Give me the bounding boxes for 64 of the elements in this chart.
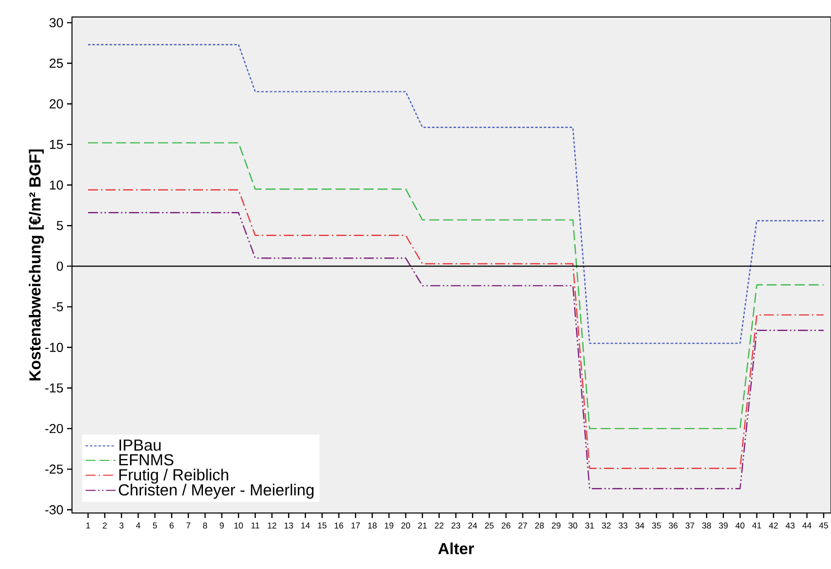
x-tick-label: 43 (786, 522, 795, 529)
x-tick-label: 16 (334, 522, 344, 529)
x-tick-label: 3 (119, 522, 124, 529)
x-tick-label: 37 (686, 522, 694, 529)
x-tick-label: 2 (102, 522, 107, 528)
x-tick-label: 19 (384, 522, 394, 529)
y-tick-label: 15 (50, 140, 63, 149)
legend-label: Christen / Meyer - Meierling (118, 484, 314, 499)
x-tick-label: 1 (86, 522, 90, 528)
legend-label: Frutig / Reiblich (119, 468, 228, 484)
x-tick-label: 22 (434, 522, 444, 528)
x-tick-label: 11 (251, 522, 260, 528)
x-tick-label: 14 (301, 522, 310, 528)
x-tick-label: 27 (518, 522, 528, 528)
x-tick-label: 21 (418, 522, 427, 528)
x-tick-label: 32 (602, 522, 611, 529)
x-tick-label: 4 (136, 522, 140, 528)
y-tick-label: 20 (50, 99, 63, 108)
x-tick-label: 8 (203, 522, 208, 529)
x-tick-label: 12 (268, 522, 276, 528)
x-tick-label: 25 (484, 522, 494, 529)
y-tick-label: 5 (56, 221, 63, 230)
x-tick-label: 31 (585, 522, 594, 529)
x-tick-label: 10 (234, 522, 243, 529)
y-tick-label: 10 (50, 180, 63, 190)
x-tick-label: 30 (568, 522, 578, 529)
legend-label: IPBau (120, 440, 161, 451)
x-tick-label: 17 (351, 522, 360, 528)
x-tick-label: 29 (552, 522, 560, 529)
x-tick-label: 40 (736, 522, 744, 529)
y-tick-label: 30 (50, 18, 63, 28)
x-tick-label: 38 (702, 522, 711, 529)
x-tick-label: 26 (502, 522, 510, 529)
x-tick-label: 28 (535, 522, 544, 529)
x-tick-label: 34 (635, 522, 644, 529)
y-tick-label: -20 (45, 424, 63, 434)
x-tick-label: 15 (318, 522, 326, 528)
x-tick-label: 9 (220, 522, 224, 529)
y-axis-title: Kostenabweichung [€/m² BGF] (28, 149, 44, 380)
y-tick-label: -5 (52, 302, 63, 312)
y-tick-label: -15 (45, 383, 63, 393)
x-tick-label: 20 (401, 522, 410, 529)
x-tick-label: 44 (802, 522, 812, 528)
x-tick-label: 13 (284, 522, 294, 529)
x-tick-label: 5 (152, 522, 157, 528)
x-tick-label: 18 (368, 522, 377, 529)
x-tick-label: 35 (652, 522, 661, 529)
x-tick-label: 23 (452, 522, 460, 529)
y-tick-label: -10 (45, 342, 63, 352)
x-tick-label: 6 (170, 522, 174, 529)
y-tick-label: 0 (56, 262, 63, 271)
x-tick-label: 41 (752, 522, 762, 528)
y-tick-label: -25 (45, 464, 63, 474)
y-tick-label: -30 (45, 505, 63, 514)
x-tick-label: 24 (468, 522, 478, 528)
x-tick-label: 45 (819, 522, 828, 528)
y-tick-label: 25 (50, 58, 63, 68)
x-tick-label: 7 (186, 522, 190, 528)
x-tick-label: 36 (668, 522, 678, 529)
x-tick-label: 42 (768, 522, 778, 528)
legend-label: EFNMS (119, 454, 174, 466)
x-tick-label: 39 (718, 522, 728, 529)
x-tick-label: 33 (618, 522, 628, 529)
x-axis-title: Alter (438, 542, 474, 554)
